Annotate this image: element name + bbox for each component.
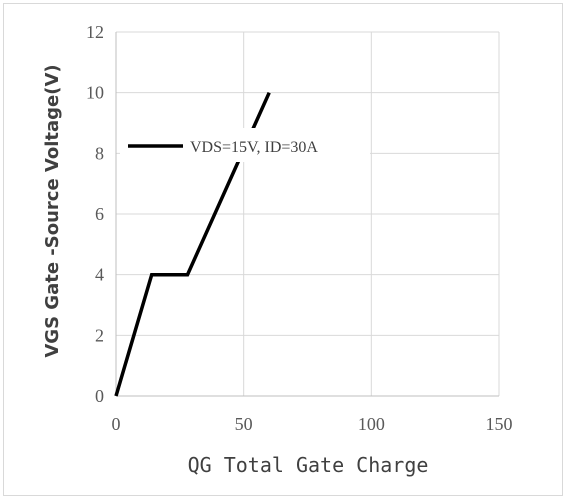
series-line <box>114 91 271 397</box>
y-tick-labels: 0 2 4 6 8 10 12 <box>86 22 104 406</box>
chart-frame <box>3 3 563 496</box>
y-axis-title: VGS Gate -Source Voltage(V) <box>42 64 63 357</box>
x-tick-label: 50 <box>235 414 253 434</box>
legend: VDS=15V, ID=30A <box>120 128 370 162</box>
y-tick-label: 0 <box>95 386 104 406</box>
y-tick-label: 12 <box>86 22 104 42</box>
y-tick-label: 8 <box>95 143 104 163</box>
grid <box>116 31 500 396</box>
x-tick-label: 150 <box>486 414 513 434</box>
axes <box>115 32 499 397</box>
series-group <box>114 91 271 397</box>
x-tick-label: 100 <box>358 414 385 434</box>
x-tick-labels: 0 50 100 150 <box>112 414 513 434</box>
y-tick-label: 4 <box>95 265 104 285</box>
legend-label: VDS=15V, ID=30A <box>190 139 318 156</box>
x-axis-title: QG Total Gate Charge <box>188 453 429 477</box>
x-tick-label: 0 <box>112 414 121 434</box>
y-tick-label: 10 <box>86 83 104 103</box>
y-tick-label: 2 <box>95 325 104 345</box>
y-tick-label: 6 <box>95 204 104 224</box>
